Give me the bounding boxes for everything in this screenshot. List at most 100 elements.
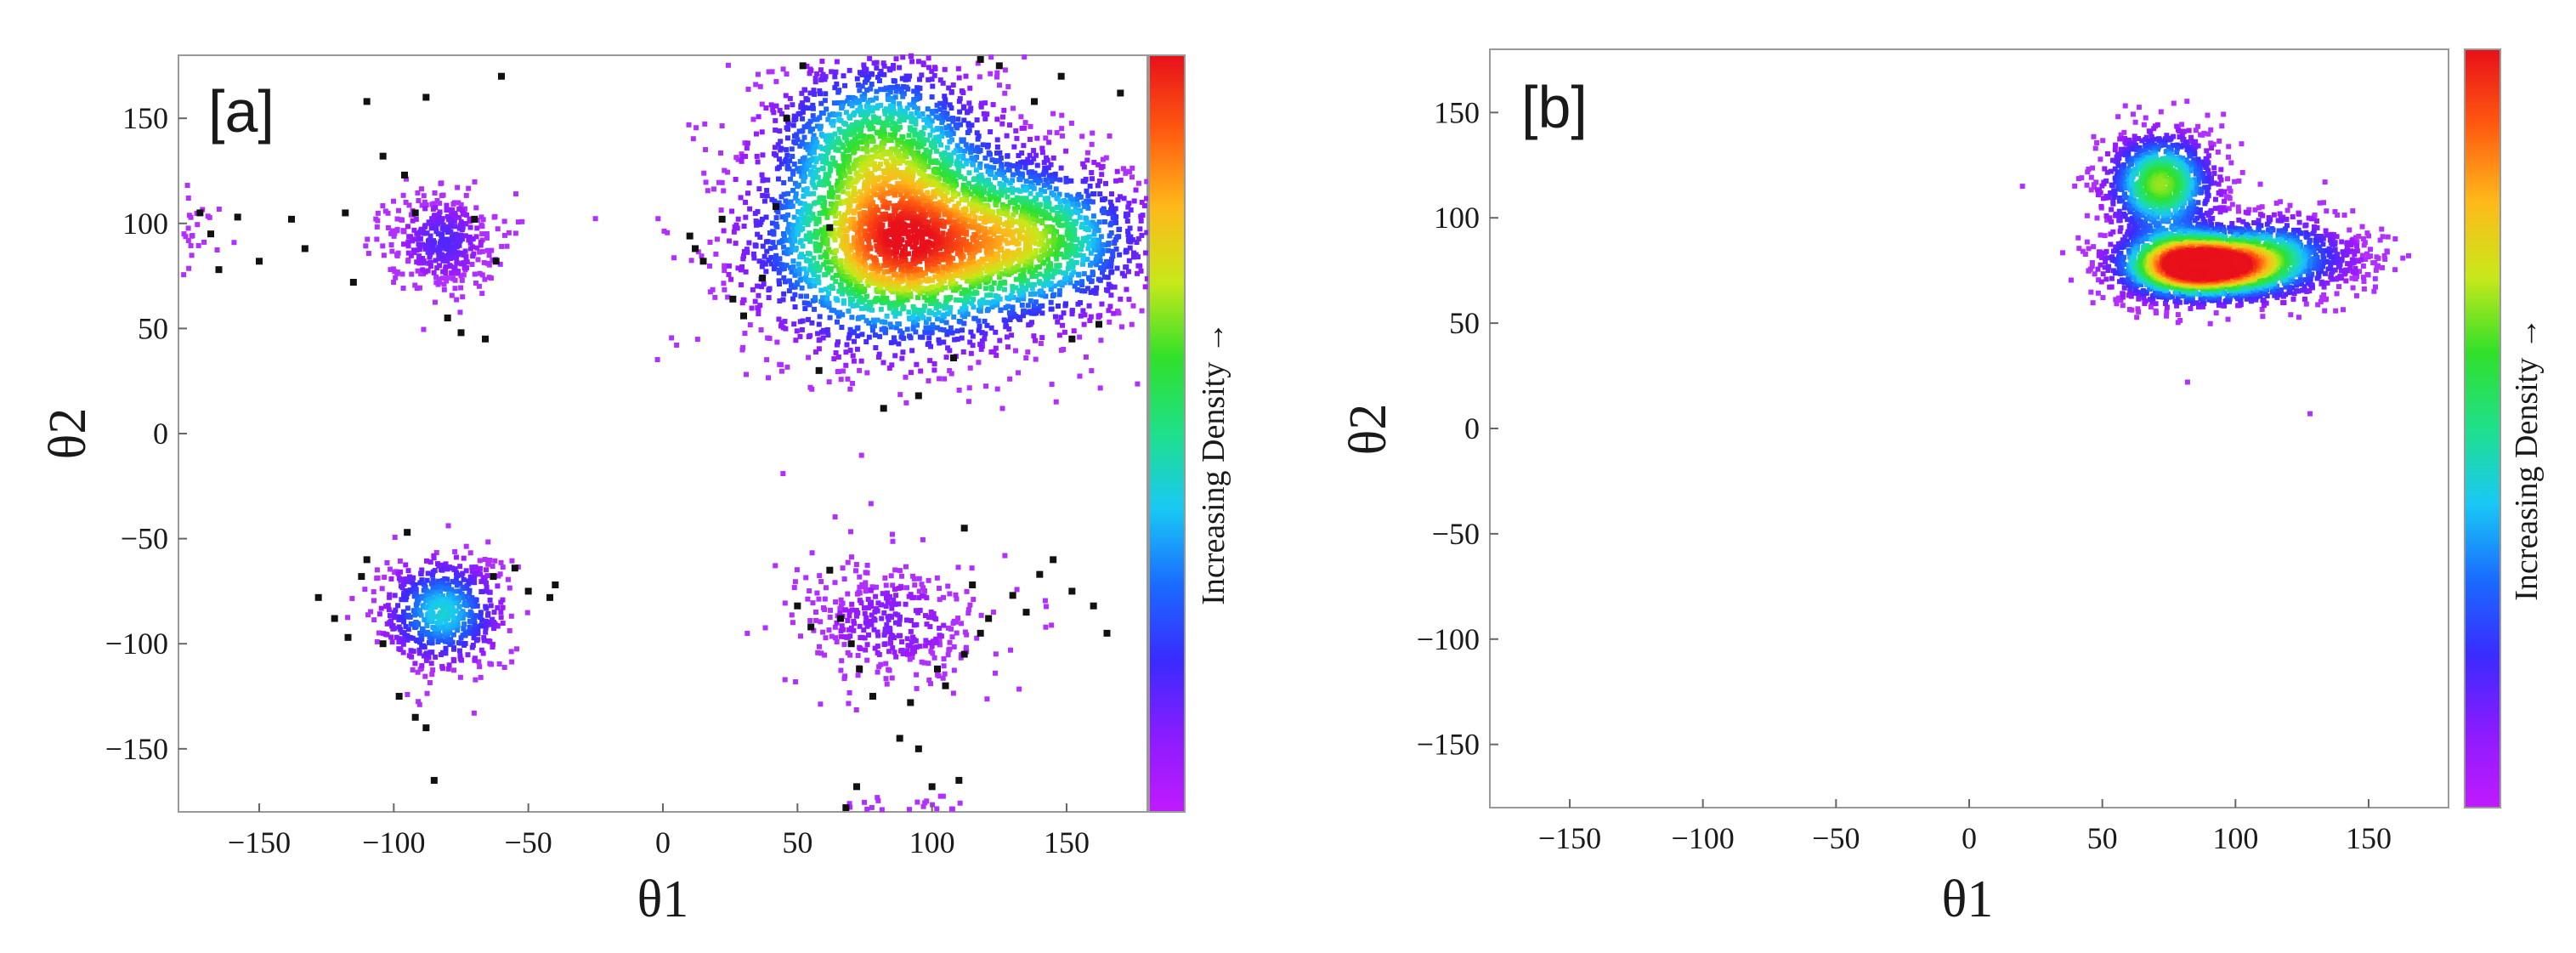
data-point <box>1052 268 1058 274</box>
data-point <box>1068 120 1074 126</box>
data-point <box>409 271 415 277</box>
data-point <box>888 632 894 638</box>
data-point <box>417 235 423 241</box>
data-point <box>872 645 878 651</box>
data-point <box>951 150 957 156</box>
data-point <box>365 251 371 257</box>
data-point <box>935 167 941 173</box>
data-point <box>380 243 386 249</box>
data-point <box>878 102 884 108</box>
data-point <box>456 588 461 594</box>
data-point <box>413 587 419 593</box>
data-point <box>477 615 483 621</box>
data-point <box>787 158 793 164</box>
data-point <box>917 334 923 340</box>
data-point <box>886 108 892 114</box>
data-point <box>1029 273 1035 279</box>
data-point <box>793 679 799 685</box>
data-point <box>783 217 789 223</box>
data-point <box>445 523 451 529</box>
data-point <box>1112 236 1118 242</box>
data-point <box>936 176 942 182</box>
data-point <box>947 139 953 145</box>
data-point <box>847 804 853 810</box>
data-point <box>833 263 839 269</box>
data-point <box>433 280 439 286</box>
data-point <box>887 305 893 311</box>
data-point <box>958 655 964 661</box>
data-point <box>776 200 782 206</box>
data-point <box>401 581 407 587</box>
data-point <box>938 142 944 148</box>
data-point <box>928 681 934 687</box>
data-point <box>844 138 850 144</box>
data-point <box>1084 157 1090 163</box>
data-point <box>964 278 970 284</box>
data-point <box>458 285 464 291</box>
data-point <box>974 183 980 189</box>
data-point <box>396 636 402 642</box>
data-point <box>362 587 368 593</box>
data-point <box>964 588 970 594</box>
data-point <box>792 284 798 290</box>
data-point <box>798 293 804 299</box>
data-point <box>473 564 478 570</box>
data-point <box>1090 240 1096 246</box>
data-point <box>444 586 450 592</box>
data-point <box>970 333 976 339</box>
data-point <box>1037 264 1043 270</box>
data-point <box>997 82 1003 88</box>
data-point <box>439 578 445 584</box>
data-point <box>965 145 971 151</box>
data-point <box>855 333 861 339</box>
data-point <box>863 71 869 77</box>
data-point <box>1042 211 1048 217</box>
data-point <box>865 282 871 288</box>
data-point <box>725 169 731 175</box>
data-point <box>879 319 885 325</box>
data-point <box>843 349 849 355</box>
data-point <box>927 624 933 630</box>
data-point <box>821 195 827 201</box>
data-point <box>856 162 862 168</box>
data-point <box>439 235 445 241</box>
data-point <box>1002 67 1008 73</box>
data-point <box>951 644 957 650</box>
data-point <box>808 168 814 174</box>
data-point <box>487 661 493 667</box>
data-point <box>829 283 835 289</box>
data-point <box>470 616 476 622</box>
data-point <box>801 124 807 130</box>
data-point <box>999 192 1005 198</box>
data-point <box>1040 172 1046 178</box>
data-point <box>1025 156 1031 162</box>
data-point <box>1111 310 1117 316</box>
data-point <box>463 543 469 549</box>
data-point <box>1067 230 1073 236</box>
data-point <box>937 106 943 112</box>
data-point <box>392 535 398 541</box>
data-point <box>1034 218 1040 224</box>
data-point <box>965 189 971 195</box>
data-point <box>1069 196 1075 202</box>
data-point <box>847 386 853 392</box>
data-point <box>807 230 812 236</box>
data-point <box>391 233 397 239</box>
data-point <box>1044 268 1050 274</box>
data-point <box>686 122 692 128</box>
data-point <box>1016 152 1022 158</box>
data-point <box>788 238 794 244</box>
data-point <box>1064 232 1070 238</box>
data-point <box>922 643 928 649</box>
data-point <box>786 288 792 294</box>
data-point <box>1016 686 1022 692</box>
data-point <box>416 260 422 266</box>
data-point <box>792 579 798 585</box>
data-point <box>786 166 792 172</box>
data-point <box>994 150 999 156</box>
data-point <box>774 339 780 345</box>
data-point <box>501 665 507 671</box>
data-point <box>945 583 951 589</box>
data-point <box>773 252 779 258</box>
data-point <box>665 230 671 235</box>
